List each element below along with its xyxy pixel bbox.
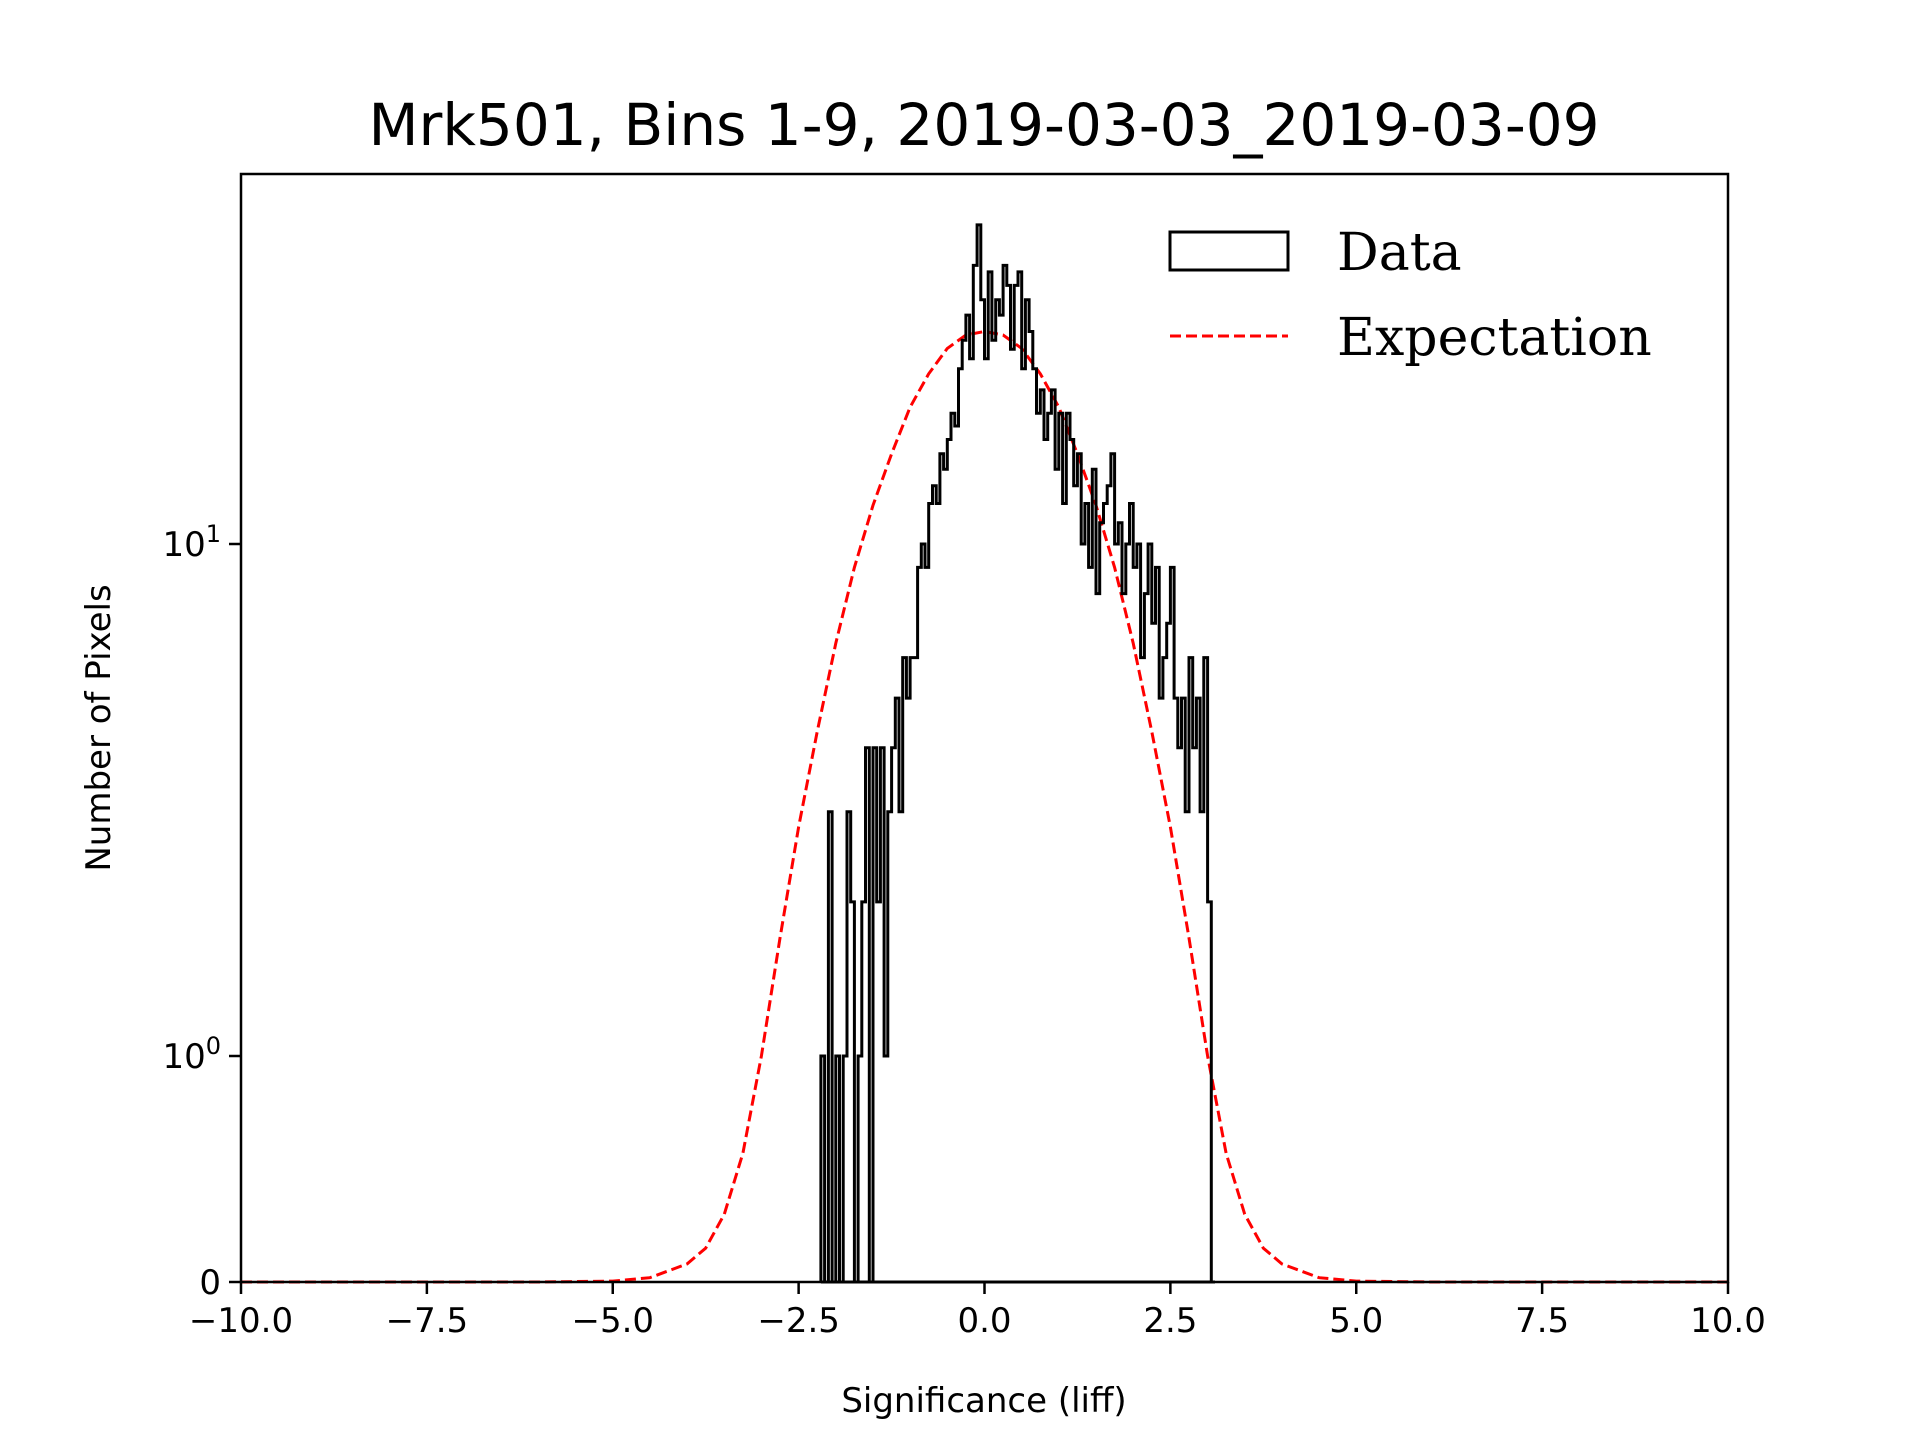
x-axis-label: Significance (liff)	[841, 1381, 1126, 1421]
x-tick-label: −10.0	[189, 1301, 293, 1341]
x-tick-label: −7.5	[386, 1301, 469, 1341]
x-tick-label: −5.0	[571, 1301, 654, 1341]
y-axis-ticks: 0 100 101	[162, 520, 241, 1303]
y-tick-label: 101	[162, 520, 221, 565]
plot-area	[239, 172, 1730, 1284]
y-axis-label: Number of Pixels	[79, 584, 119, 871]
expectation-layer	[241, 329, 1728, 1284]
legend-data-swatch	[1168, 230, 1290, 272]
legend-data-label: Data	[1337, 223, 1462, 283]
x-tick-label: 7.5	[1515, 1301, 1569, 1341]
legend-expectation-label: Expectation	[1337, 308, 1652, 368]
x-tick-label: 5.0	[1329, 1301, 1383, 1341]
x-tick-label: 0.0	[957, 1301, 1011, 1341]
chart-title: Mrk501, Bins 1-9, 2019-03-03_2019-03-09	[368, 91, 1599, 159]
x-tick-label: 2.5	[1143, 1301, 1197, 1341]
x-axis-ticks: −10.0 −7.5 −5.0 −2.5 0.0 2.5 5.0 7.5 10.0	[189, 1282, 1766, 1341]
x-tick-label: 10.0	[1690, 1301, 1766, 1341]
y-tick-label: 100	[162, 1032, 221, 1077]
expectation-line	[241, 329, 1728, 1284]
legend: Data Expectation	[1168, 223, 1652, 368]
data-histogram-line	[819, 223, 1215, 1284]
y-tick-label: 0	[199, 1263, 221, 1303]
x-tick-label: −2.5	[757, 1301, 840, 1341]
